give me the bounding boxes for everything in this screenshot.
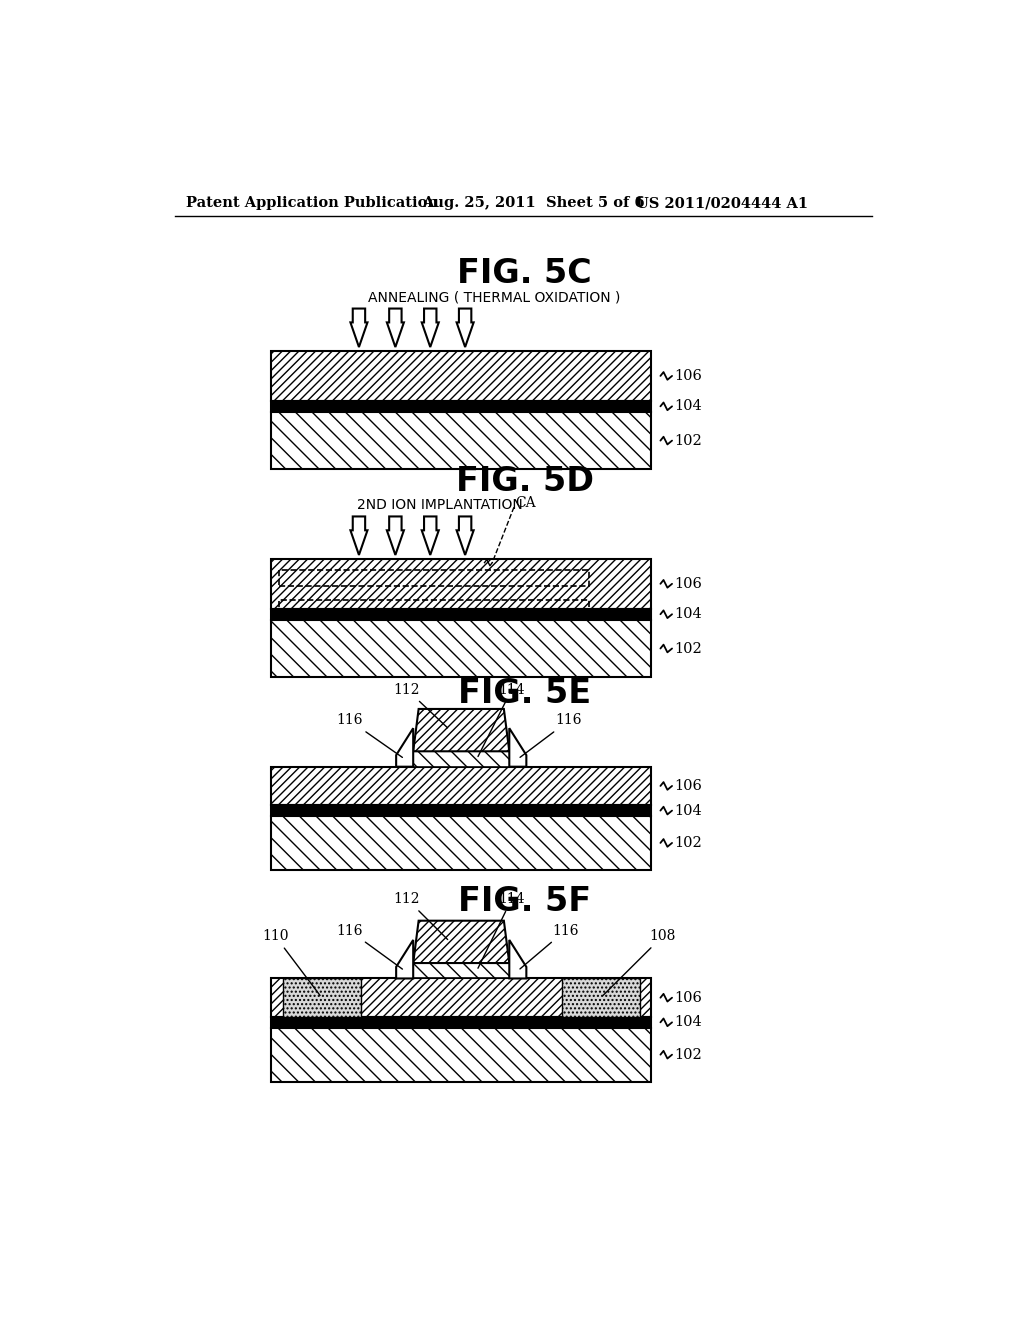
Text: 102: 102 <box>675 836 702 850</box>
Polygon shape <box>387 309 403 347</box>
Bar <box>271 619 651 677</box>
Polygon shape <box>387 516 403 554</box>
Bar <box>271 558 651 609</box>
Bar <box>271 816 651 870</box>
Text: 104: 104 <box>675 607 702 622</box>
Text: FIG. 5D: FIG. 5D <box>456 466 594 499</box>
Polygon shape <box>457 309 474 347</box>
Bar <box>280 570 589 586</box>
Bar <box>271 805 651 816</box>
Polygon shape <box>414 921 509 964</box>
Polygon shape <box>414 709 509 751</box>
Text: ANNEALING ( THERMAL OXIDATION ): ANNEALING ( THERMAL OXIDATION ) <box>369 290 621 304</box>
Bar <box>280 599 589 615</box>
Polygon shape <box>396 729 414 767</box>
Bar <box>271 1016 651 1028</box>
Bar <box>562 978 640 1016</box>
Text: 106: 106 <box>675 779 702 793</box>
Polygon shape <box>422 309 438 347</box>
Text: 104: 104 <box>675 804 702 817</box>
Text: 106: 106 <box>675 991 702 1005</box>
Text: Aug. 25, 2011  Sheet 5 of 6: Aug. 25, 2011 Sheet 5 of 6 <box>423 197 645 210</box>
Text: 114: 114 <box>478 892 525 969</box>
Text: 102: 102 <box>675 642 702 656</box>
Polygon shape <box>457 516 474 554</box>
Bar <box>271 412 651 470</box>
Text: 102: 102 <box>675 1048 702 1061</box>
Polygon shape <box>350 309 368 347</box>
Polygon shape <box>509 729 526 767</box>
Bar <box>271 767 651 805</box>
Text: 116: 116 <box>520 924 579 969</box>
Bar <box>271 351 651 401</box>
Text: 104: 104 <box>675 1015 702 1030</box>
Polygon shape <box>422 516 438 554</box>
Text: US 2011/0204444 A1: US 2011/0204444 A1 <box>636 197 808 210</box>
Text: 106: 106 <box>675 577 702 591</box>
Text: CA: CA <box>515 496 537 511</box>
Bar <box>271 1028 651 1081</box>
Text: 114: 114 <box>478 682 525 756</box>
Bar <box>271 609 651 619</box>
Text: FIG. 5C: FIG. 5C <box>458 257 592 290</box>
Polygon shape <box>396 940 414 978</box>
Text: 116: 116 <box>337 924 402 969</box>
Text: 116: 116 <box>337 714 402 758</box>
Bar <box>414 751 510 767</box>
Text: 102: 102 <box>675 433 702 447</box>
Bar <box>283 978 360 1016</box>
Bar <box>414 964 510 978</box>
Text: Patent Application Publication: Patent Application Publication <box>186 197 438 210</box>
Text: FIG. 5E: FIG. 5E <box>458 677 592 710</box>
Text: 112: 112 <box>394 682 447 727</box>
Text: 2ND ION IMPLANTATION: 2ND ION IMPLANTATION <box>356 498 522 512</box>
Text: 104: 104 <box>675 400 702 413</box>
Text: FIG. 5F: FIG. 5F <box>458 884 592 917</box>
Text: 116: 116 <box>520 714 583 758</box>
Text: 112: 112 <box>394 892 447 940</box>
Text: 108: 108 <box>603 929 676 995</box>
Polygon shape <box>509 940 526 978</box>
Text: 106: 106 <box>675 368 702 383</box>
Polygon shape <box>350 516 368 554</box>
Bar <box>271 978 651 1016</box>
Bar <box>271 401 651 412</box>
Text: 110: 110 <box>262 929 321 995</box>
